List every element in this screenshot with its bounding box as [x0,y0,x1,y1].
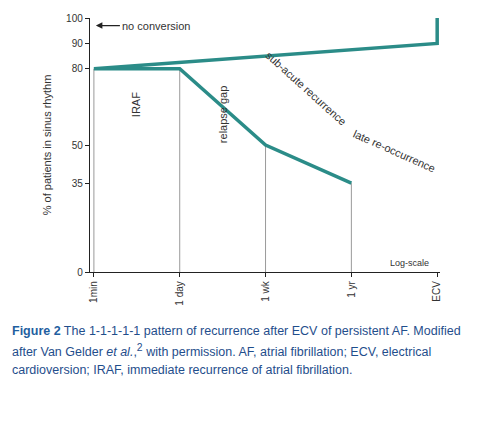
svg-text:relapse gap: relapse gap [217,86,229,143]
svg-text:50: 50 [72,140,84,151]
svg-text:0: 0 [77,267,83,278]
svg-text:% of patients in sinus rhythm: % of patients in sinus rhythm [41,75,53,216]
svg-text:35: 35 [72,178,84,189]
svg-text:1min: 1min [88,281,99,303]
svg-text:IRAF: IRAF [130,92,142,117]
svg-text:90: 90 [72,38,84,49]
svg-text:1 wk: 1 wk [260,280,271,302]
svg-text:100: 100 [66,13,83,24]
svg-text:80: 80 [72,63,84,74]
svg-text:sub-acute recurrence: sub-acute recurrence [263,49,348,127]
html-text:Figure 2 The 1-1-1-1-1 pattern: Figure 2 The 1-1-1-1-1 pattern of recurr… [12,324,461,378]
svg-text:1 day: 1 day [174,281,185,305]
svg-text:ECV: ECV [431,281,442,302]
svg-text:Log-scale: Log-scale [390,258,429,268]
svg-text:1 yr: 1 yr [346,281,357,298]
svg-text:no conversion: no conversion [122,20,191,32]
svg-text:late re-occurrence: late re-occurrence [351,128,437,175]
